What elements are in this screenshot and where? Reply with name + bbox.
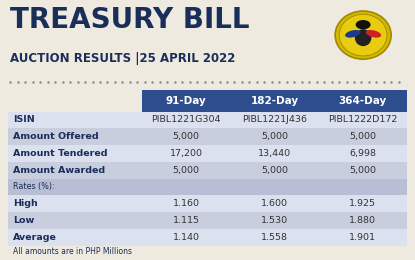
- Text: 5,000: 5,000: [173, 132, 200, 141]
- Text: 5,000: 5,000: [349, 166, 376, 175]
- Text: 182-Day: 182-Day: [250, 96, 298, 106]
- Text: 364-Day: 364-Day: [339, 96, 387, 106]
- Text: Rates (%):: Rates (%):: [13, 183, 55, 192]
- Ellipse shape: [355, 29, 371, 46]
- Text: 1.880: 1.880: [349, 216, 376, 225]
- Text: Low: Low: [13, 216, 34, 225]
- Ellipse shape: [366, 30, 381, 38]
- Text: AUCTION RESULTS |25 APRIL 2022: AUCTION RESULTS |25 APRIL 2022: [10, 52, 236, 65]
- FancyBboxPatch shape: [8, 195, 407, 212]
- FancyBboxPatch shape: [8, 212, 407, 229]
- Text: 13,440: 13,440: [258, 149, 291, 158]
- FancyBboxPatch shape: [8, 229, 407, 246]
- Text: 1.925: 1.925: [349, 199, 376, 208]
- Text: PIBL1221J436: PIBL1221J436: [242, 115, 307, 124]
- Ellipse shape: [345, 30, 360, 38]
- Text: 5,000: 5,000: [349, 132, 376, 141]
- Text: 1.160: 1.160: [173, 199, 200, 208]
- FancyBboxPatch shape: [8, 179, 407, 195]
- FancyBboxPatch shape: [319, 90, 407, 112]
- Ellipse shape: [335, 11, 391, 59]
- FancyBboxPatch shape: [8, 128, 407, 145]
- FancyBboxPatch shape: [8, 145, 407, 162]
- Text: PIBL1221G304: PIBL1221G304: [151, 115, 221, 124]
- Text: 91-Day: 91-Day: [166, 96, 206, 106]
- FancyBboxPatch shape: [8, 162, 407, 179]
- FancyBboxPatch shape: [230, 90, 319, 112]
- Text: 5,000: 5,000: [173, 166, 200, 175]
- Text: 1.901: 1.901: [349, 233, 376, 242]
- Text: 1.600: 1.600: [261, 199, 288, 208]
- Text: All amounts are in PHP Millions: All amounts are in PHP Millions: [13, 247, 132, 256]
- Text: Amount Tendered: Amount Tendered: [13, 149, 108, 158]
- Text: High: High: [13, 199, 38, 208]
- Ellipse shape: [339, 14, 387, 56]
- Circle shape: [356, 20, 371, 29]
- FancyBboxPatch shape: [8, 90, 142, 112]
- Text: 5,000: 5,000: [261, 166, 288, 175]
- Text: 1.115: 1.115: [173, 216, 200, 225]
- Text: 6,998: 6,998: [349, 149, 376, 158]
- Text: 1.558: 1.558: [261, 233, 288, 242]
- Text: Amount Awarded: Amount Awarded: [13, 166, 105, 175]
- Text: 1.530: 1.530: [261, 216, 288, 225]
- FancyBboxPatch shape: [142, 90, 230, 112]
- Text: ISIN: ISIN: [13, 115, 35, 124]
- Text: Average: Average: [13, 233, 57, 242]
- FancyBboxPatch shape: [8, 112, 407, 128]
- Text: 17,200: 17,200: [169, 149, 203, 158]
- Text: Amount Offered: Amount Offered: [13, 132, 99, 141]
- Text: PIBL1222D172: PIBL1222D172: [328, 115, 398, 124]
- Text: 1.140: 1.140: [173, 233, 200, 242]
- Text: TREASURY BILL: TREASURY BILL: [10, 6, 250, 35]
- Text: 5,000: 5,000: [261, 132, 288, 141]
